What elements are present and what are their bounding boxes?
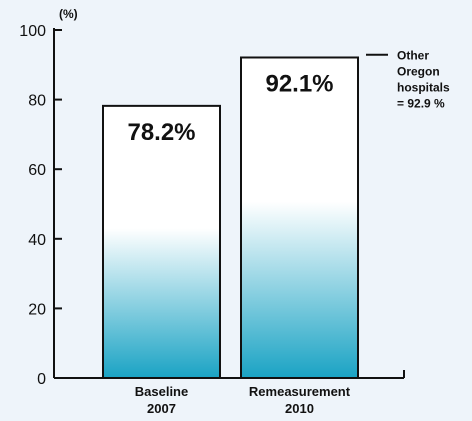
- y-ticks: 0 20 40 60 80 100: [19, 23, 62, 388]
- reference-label: Other: [397, 49, 429, 63]
- y-tick-label: 100: [19, 23, 46, 40]
- y-tick-label: 0: [37, 371, 46, 388]
- y-tick-label: 80: [28, 93, 46, 110]
- y-tick-label: 60: [28, 162, 46, 179]
- bar-baseline-2007: [102, 104, 221, 379]
- category-label: 2010: [285, 401, 314, 416]
- y-unit-label: (%): [59, 7, 78, 21]
- category-label: 2007: [147, 401, 176, 416]
- bar-value-label: 92.1%: [265, 70, 333, 97]
- category-label: Remeasurement: [249, 384, 351, 399]
- reference-label: hospitals: [397, 81, 450, 95]
- y-tick-label: 40: [28, 232, 46, 249]
- bar-remeasurement-2010: [240, 56, 359, 379]
- reference-label: Oregon: [397, 65, 440, 79]
- reference-label: = 92.9 %: [397, 97, 445, 111]
- bar-value-label: 78.2%: [127, 119, 195, 146]
- category-label: Baseline: [135, 384, 188, 399]
- y-tick-label: 20: [28, 301, 46, 318]
